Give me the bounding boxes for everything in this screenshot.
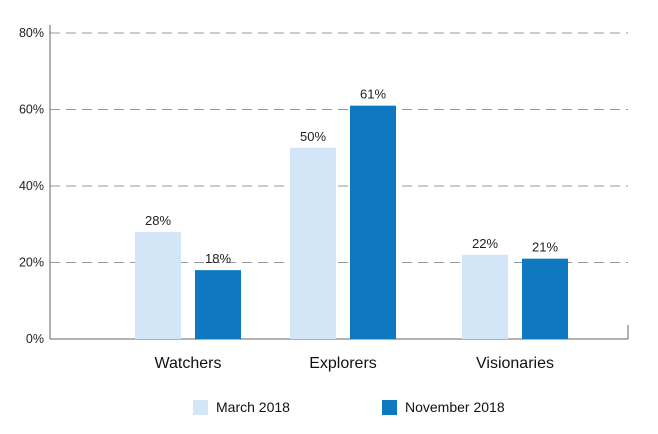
gridlines	[50, 32, 628, 263]
data-label: 22%	[472, 236, 498, 251]
y-tick-label: 40%	[19, 179, 44, 193]
data-label: 18%	[205, 251, 231, 266]
bar-watchers-march-2018	[135, 231, 181, 339]
bar-explorers-march-2018	[290, 147, 336, 339]
x-axis-category-labels: Watchers Explorers Visionaries	[155, 355, 554, 372]
data-label: 28%	[145, 213, 171, 228]
legend-swatch	[193, 400, 208, 415]
legend-swatch	[382, 400, 397, 415]
bar-visionaries-november-2018	[522, 258, 568, 339]
x-category-label: Explorers	[309, 355, 377, 372]
bar-watchers-november-2018	[195, 270, 241, 339]
legend: March 2018 November 2018	[193, 399, 505, 415]
legend-label: March 2018	[216, 399, 290, 415]
bars	[135, 105, 568, 339]
data-labels: 28% 18% 50% 61% 22% 21%	[145, 87, 558, 266]
legend-label: November 2018	[405, 399, 505, 415]
x-category-label: Visionaries	[476, 355, 554, 372]
y-tick-label: 80%	[19, 26, 44, 40]
data-label: 21%	[532, 240, 558, 255]
y-tick-label: 20%	[19, 256, 44, 270]
bar-visionaries-march-2018	[462, 254, 508, 339]
data-label: 61%	[360, 87, 386, 102]
data-label: 50%	[300, 129, 326, 144]
y-tick-label: 0%	[26, 332, 44, 346]
y-tick-label: 60%	[19, 103, 44, 117]
x-category-label: Watchers	[155, 355, 222, 372]
y-axis-tick-labels: 0% 20% 40% 60% 80%	[19, 26, 44, 346]
bar-explorers-november-2018	[350, 105, 396, 339]
